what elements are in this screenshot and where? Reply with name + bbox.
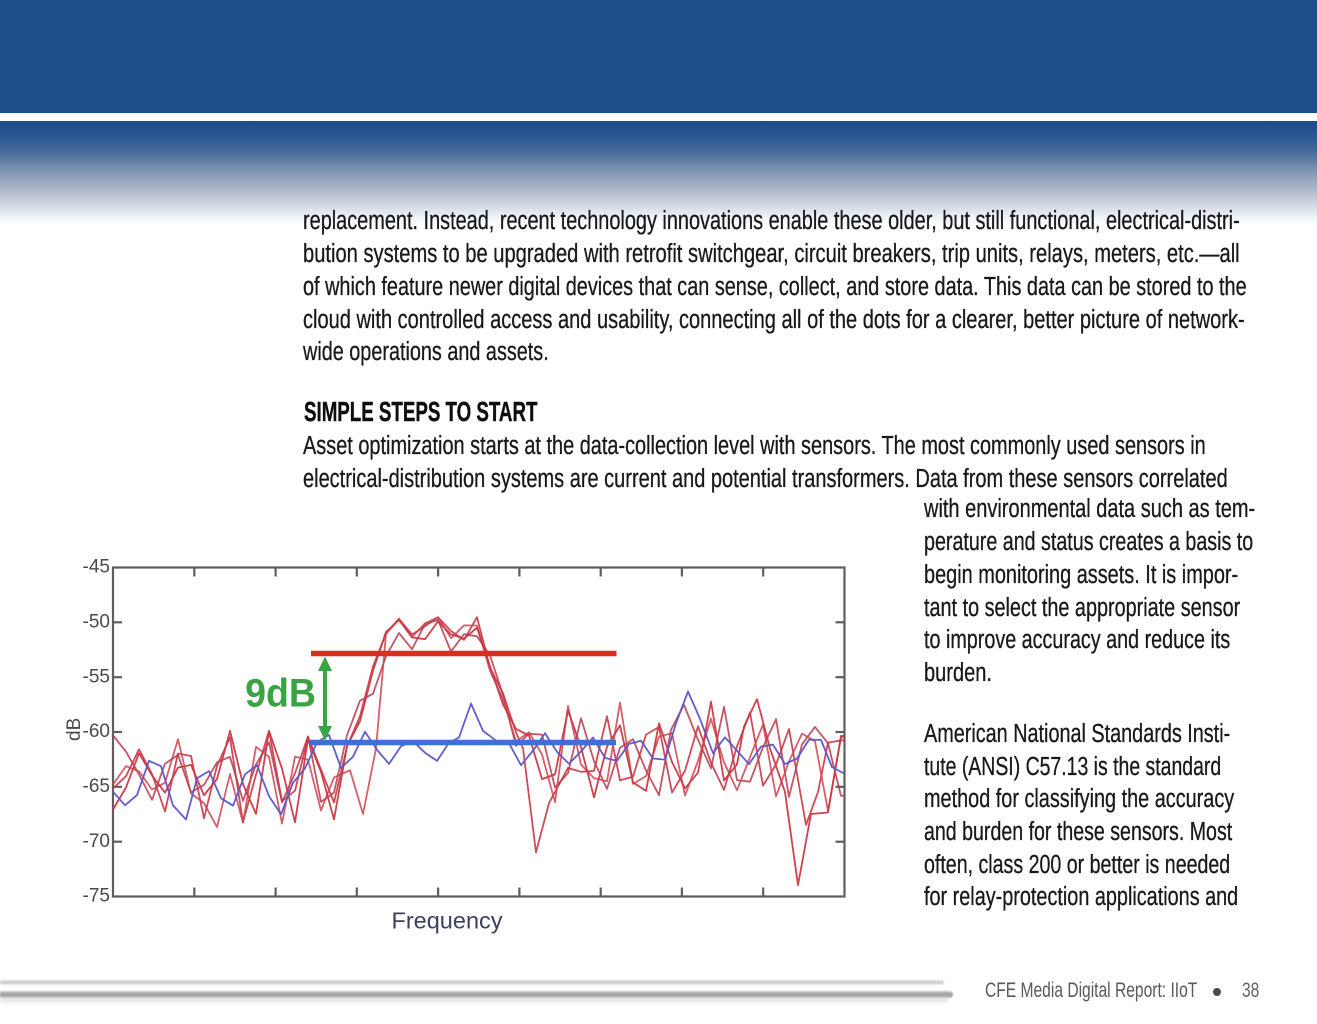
svg-text:-70: -70 bbox=[83, 831, 110, 852]
svg-text:-75: -75 bbox=[83, 886, 110, 907]
svg-text:Frequency: Frequency bbox=[391, 908, 502, 934]
svg-text:9dB: 9dB bbox=[245, 672, 316, 716]
svg-text:dB: dB bbox=[64, 718, 85, 741]
svg-text:-60: -60 bbox=[83, 721, 110, 742]
svg-text:-50: -50 bbox=[83, 612, 110, 633]
svg-text:-55: -55 bbox=[83, 666, 110, 687]
svg-text:-45: -45 bbox=[83, 557, 110, 578]
svg-text:-65: -65 bbox=[83, 776, 110, 797]
